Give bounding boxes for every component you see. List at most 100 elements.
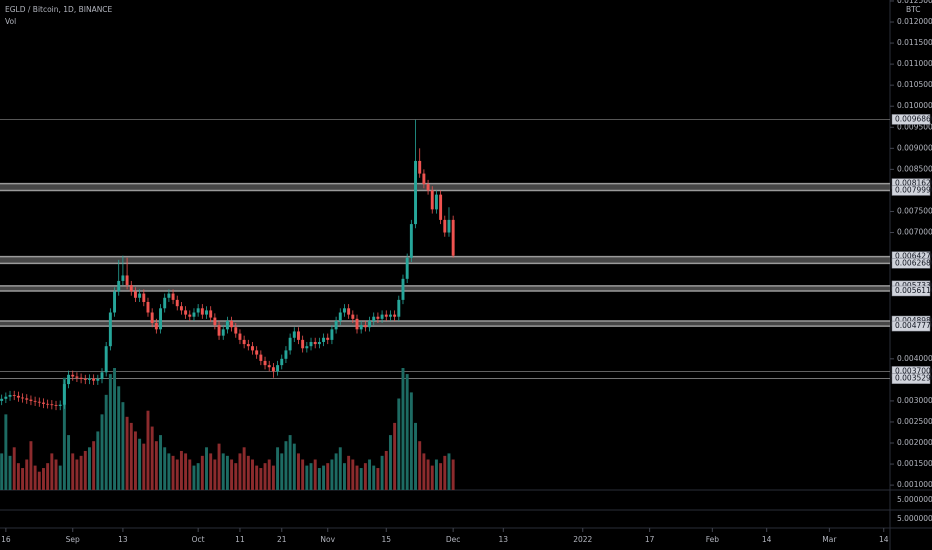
level-box: [891, 114, 931, 125]
volume-bar: [87, 447, 91, 490]
zone-low-box: [891, 285, 931, 297]
volume-bar: [409, 392, 413, 490]
volume-bar: [196, 463, 200, 490]
volume-bar: [384, 450, 388, 490]
volume-bar: [251, 459, 254, 490]
volume-bar: [242, 447, 246, 490]
candle-body: [12, 395, 16, 396]
candle-body: [263, 360, 267, 366]
volume-bar: [355, 465, 359, 490]
volume-bar: [368, 459, 372, 490]
volume-bar: [388, 435, 392, 490]
volume-bar: [326, 463, 330, 490]
candle-body: [62, 384, 66, 405]
candle-body: [4, 396, 8, 399]
candle-body: [129, 285, 133, 292]
volume-bar: [200, 455, 204, 490]
candle-body: [100, 372, 104, 380]
zone-band: [0, 183, 890, 191]
volume-bar: [150, 426, 154, 490]
volume-bar: [317, 468, 321, 490]
candle-body: [150, 312, 154, 324]
candle-body: [108, 312, 112, 347]
volume-bar: [330, 459, 334, 490]
candle-body: [388, 314, 392, 317]
volume-bar: [96, 431, 100, 490]
volume-bar: [179, 450, 183, 490]
candle-body: [125, 275, 129, 286]
volume-bar: [301, 459, 305, 490]
candle-body: [234, 327, 238, 334]
volume-bar: [363, 463, 367, 490]
candle-body: [179, 306, 183, 311]
volume-bar: [138, 438, 142, 490]
volume-bar: [108, 374, 112, 490]
candle-body: [376, 316, 380, 319]
volume-bar: [359, 468, 363, 490]
volume-bar: [62, 377, 66, 490]
candle-body: [301, 339, 305, 349]
zone-high-label: 0.00489800: [895, 316, 932, 325]
candle-body: [175, 299, 179, 307]
volume-bar: [405, 374, 409, 490]
volume-bar: [351, 459, 355, 490]
volume-bar: [50, 453, 54, 490]
candle-body: [230, 320, 234, 328]
volume-bar: [401, 368, 405, 490]
volume-bar: [267, 459, 271, 490]
x-tick-label: 14: [762, 535, 772, 544]
volume-bar: [309, 463, 313, 490]
volume-bar: [154, 441, 158, 490]
zone-low-label: 0.00799900: [895, 185, 932, 194]
y-tick-label: 0.00250000: [897, 417, 932, 426]
y-tick-label: 0.01200000: [897, 17, 932, 26]
pane-tick-label: 5.00000000: [897, 514, 932, 523]
volume-bar: [213, 459, 217, 490]
volume-bar: [221, 453, 225, 490]
volume-bar: [217, 443, 221, 490]
y-tick-label: 0.00300000: [897, 396, 932, 405]
volume-bar: [12, 447, 16, 490]
candle-body: [330, 329, 334, 340]
x-tick-label: 14: [879, 535, 889, 544]
candle-body: [276, 365, 280, 372]
y-tick-label: 0.00950000: [897, 122, 932, 131]
x-tick-label: 17: [645, 535, 655, 544]
candle-body: [242, 339, 246, 345]
volume-label: Vol: [5, 17, 16, 26]
candle-body: [171, 293, 175, 300]
volume-bar: [129, 422, 133, 490]
x-tick-label: 11: [235, 535, 245, 544]
candle-body: [133, 291, 137, 298]
candle-body: [58, 404, 62, 406]
volume-bar: [25, 459, 29, 490]
volume-bar: [8, 455, 12, 490]
candle-body: [29, 399, 33, 401]
candle-body: [317, 341, 321, 345]
candle-body: [121, 275, 125, 281]
zone-low-label: 0.00477700: [895, 321, 932, 330]
candle-body: [192, 312, 196, 317]
candle-body: [401, 278, 405, 300]
volume-bar: [225, 455, 229, 490]
candles: [0, 119, 455, 411]
candle-body: [71, 374, 75, 377]
candle-body: [138, 293, 142, 298]
candle-body: [409, 224, 413, 258]
zone-high-label: 0.00573300: [895, 281, 932, 290]
x-tick-label: Mar: [822, 535, 837, 544]
candle-body: [288, 337, 292, 351]
volume-bar: [37, 471, 41, 490]
candle-body: [422, 173, 426, 185]
candle-body: [405, 257, 409, 279]
y-tick-label: 0.00150000: [897, 459, 932, 468]
volume-bar: [167, 453, 171, 490]
candle-body: [414, 160, 417, 225]
candle-body: [209, 310, 213, 318]
candle-body: [83, 379, 87, 380]
volume-bar: [338, 447, 342, 490]
candle-body: [384, 314, 388, 317]
volume-bar: [288, 435, 292, 490]
volume-bar: [21, 468, 25, 490]
